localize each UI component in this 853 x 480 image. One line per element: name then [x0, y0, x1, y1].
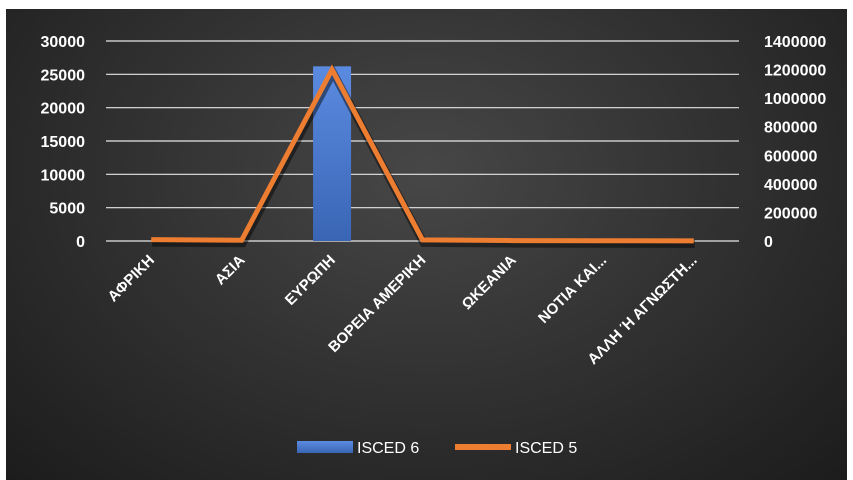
legend-label-isced5: ISCED 5 [515, 440, 577, 457]
right-axis-tick-label: 400000 [764, 177, 817, 194]
category-label: ΒΟΡΕΙΑ ΑΜΕΡΙΚΗ [325, 252, 429, 356]
category-label: ΑΦΡΙΚΗ [105, 252, 158, 305]
isced5-line [151, 64, 695, 248]
right-axis-tick-label: 200000 [764, 205, 817, 222]
category-label: ΝΟΤΙΑ ΚΑΙ... [535, 252, 610, 327]
legend: ISCED 6 ISCED 5 [297, 440, 577, 457]
right-axis-ticks: 0 200000 400000 600000 800000 1000000 1200000 1… [764, 34, 826, 251]
isced5-line-shadow [152, 64, 695, 248]
chart-svg: 0 5000 10000 15000 20000 25000 30000 0 200000 40… [41, 34, 827, 457]
left-axis-tick-label: 15000 [41, 134, 86, 151]
right-axis-tick-label: 1000000 [764, 91, 826, 108]
left-axis-tick-label: 25000 [41, 67, 86, 84]
right-axis-tick-label: 600000 [764, 148, 817, 165]
right-axis-tick-label: 800000 [764, 120, 817, 137]
right-axis-tick-label: 1400000 [764, 34, 826, 51]
category-label: ΩΚΕΑΝΙΑ [459, 252, 520, 313]
left-axis-tick-label: 5000 [49, 201, 85, 218]
legend-swatch-isced6 [297, 441, 353, 453]
left-axis-tick-label: 0 [76, 234, 85, 251]
right-axis-tick-label: 1200000 [764, 63, 826, 80]
gridlines [106, 40, 739, 242]
left-axis-tick-label: 10000 [41, 167, 86, 184]
isced5-line-path [151, 64, 694, 244]
right-axis-tick-label: 0 [764, 234, 773, 251]
legend-label-isced6: ISCED 6 [357, 440, 419, 457]
category-label: ΑΣΙΑ [212, 252, 249, 289]
left-axis-tick-label: 30000 [41, 34, 86, 51]
left-axis-tick-label: 20000 [41, 101, 86, 118]
chart-area: 0 5000 10000 15000 20000 25000 30000 0 200000 40… [6, 9, 847, 480]
category-label: ΕΥΡΩΠΗ [282, 252, 339, 309]
left-axis-ticks: 0 5000 10000 15000 20000 25000 30000 [41, 34, 86, 251]
